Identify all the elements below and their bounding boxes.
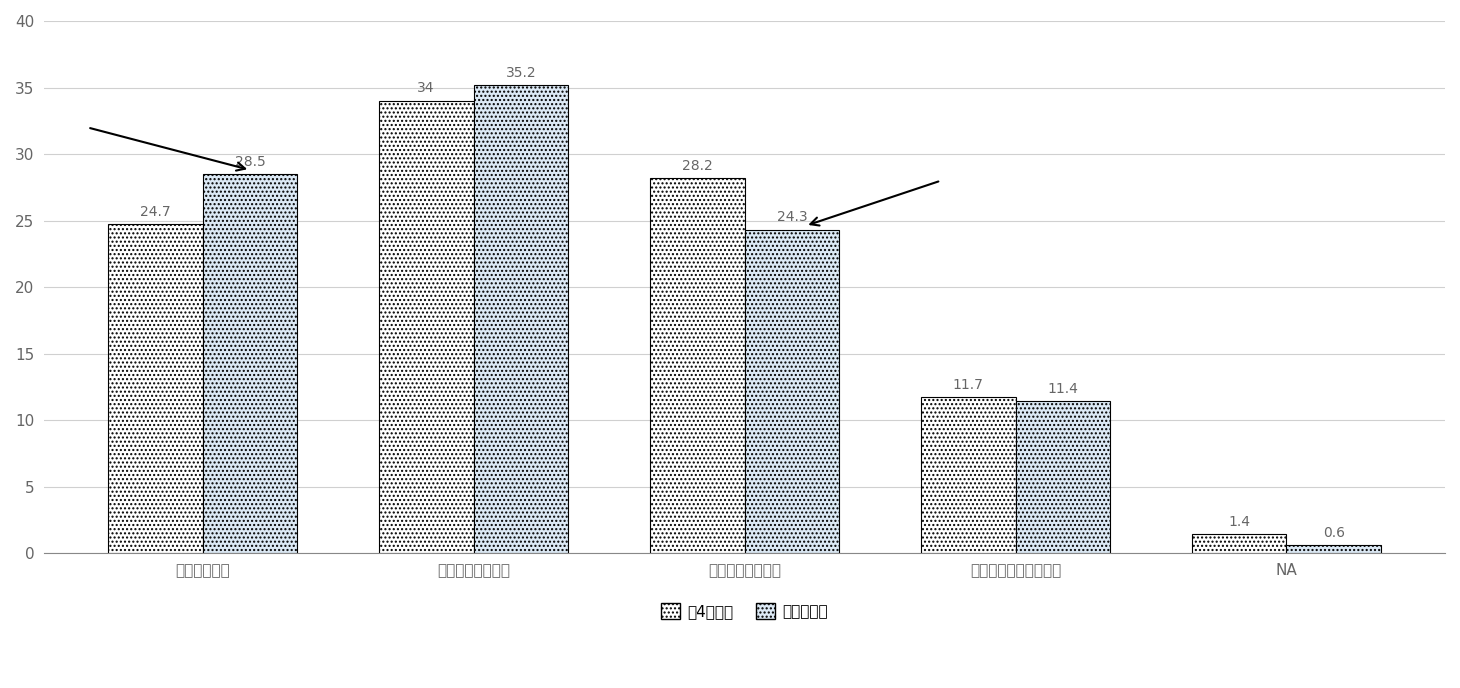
Bar [378, 101, 473, 553]
Text: 24.3: 24.3 [777, 211, 807, 224]
Bar [1016, 401, 1111, 553]
Text: 24.7: 24.7 [140, 205, 171, 219]
Bar [745, 230, 840, 553]
Bar [473, 85, 568, 553]
Text: 11.4: 11.4 [1047, 382, 1079, 396]
Text: 28.5: 28.5 [235, 155, 266, 169]
Text: 35.2: 35.2 [505, 65, 536, 80]
Bar [650, 178, 745, 553]
Text: 28.2: 28.2 [682, 159, 712, 173]
Text: 1.4: 1.4 [1228, 515, 1250, 529]
Legend: 第4回調査, 第５回調査: 第4回調査, 第５回調査 [656, 597, 834, 625]
Text: 11.7: 11.7 [953, 378, 984, 392]
Bar [1191, 535, 1286, 553]
Bar [203, 174, 298, 553]
Text: 0.6: 0.6 [1323, 526, 1345, 539]
Bar [921, 398, 1016, 553]
Bar [1286, 545, 1381, 553]
Text: 34: 34 [418, 81, 435, 96]
Bar [108, 224, 203, 553]
